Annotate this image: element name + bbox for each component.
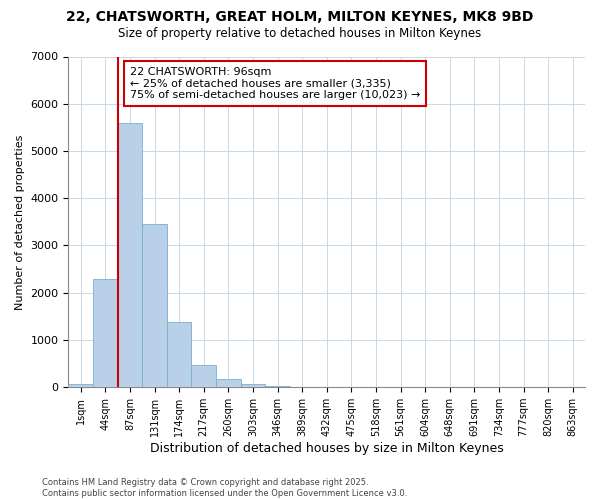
Bar xyxy=(93,278,118,387)
Bar xyxy=(265,386,290,387)
Bar xyxy=(167,322,191,387)
Text: Size of property relative to detached houses in Milton Keynes: Size of property relative to detached ho… xyxy=(118,28,482,40)
Bar xyxy=(216,379,241,387)
Bar xyxy=(191,366,216,387)
Bar xyxy=(241,384,265,387)
Text: 22, CHATSWORTH, GREAT HOLM, MILTON KEYNES, MK8 9BD: 22, CHATSWORTH, GREAT HOLM, MILTON KEYNE… xyxy=(67,10,533,24)
Text: Contains HM Land Registry data © Crown copyright and database right 2025.
Contai: Contains HM Land Registry data © Crown c… xyxy=(42,478,407,498)
Y-axis label: Number of detached properties: Number of detached properties xyxy=(15,134,25,310)
Text: 22 CHATSWORTH: 96sqm
← 25% of detached houses are smaller (3,335)
75% of semi-de: 22 CHATSWORTH: 96sqm ← 25% of detached h… xyxy=(130,67,420,100)
Bar xyxy=(118,122,142,387)
Bar xyxy=(142,224,167,387)
Bar xyxy=(68,384,93,387)
X-axis label: Distribution of detached houses by size in Milton Keynes: Distribution of detached houses by size … xyxy=(150,442,503,455)
